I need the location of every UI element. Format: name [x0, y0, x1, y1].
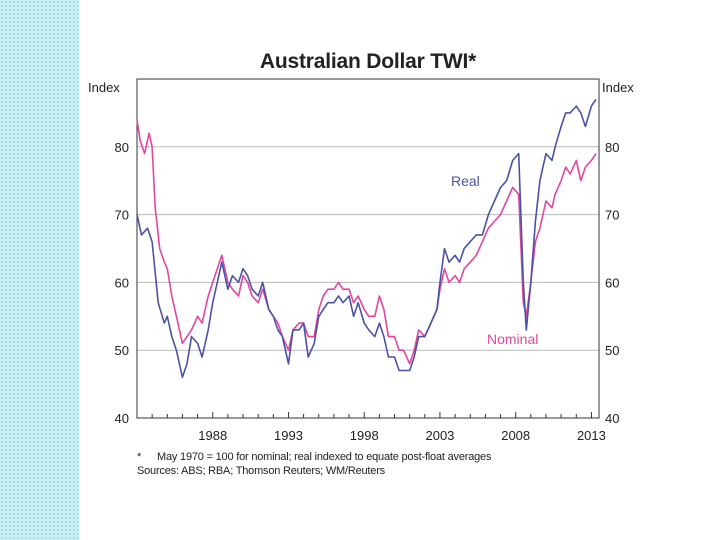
y-tick-label-left-70: 70 [115, 208, 129, 223]
y-tick-label-left-50: 50 [115, 343, 129, 358]
series-line-nominal [136, 119, 597, 365]
footnote: * May 1970 = 100 for nominal; real indexe… [137, 451, 491, 463]
x-tick-label-2008: 2008 [501, 428, 530, 443]
sources-note: Sources: ABS; RBA; Thomson Reuters; WM/R… [137, 465, 385, 477]
x-tick-label-1988: 1988 [198, 428, 227, 443]
y-tick-label-right-50: 50 [605, 343, 619, 358]
y-tick-label-left-40: 40 [115, 411, 129, 426]
x-tick-label-1998: 1998 [350, 428, 379, 443]
left-axis-unit: Index [88, 80, 120, 95]
footnote-text: May 1970 = 100 for nominal; real indexed… [157, 451, 492, 463]
right-axis-unit: Index [602, 80, 634, 95]
x-tick-label-2003: 2003 [425, 428, 454, 443]
series-annotation-real: Real [451, 173, 480, 189]
footnote-star: * [137, 451, 142, 463]
x-tick-label-1993: 1993 [274, 428, 303, 443]
decorative-side-strip [0, 0, 79, 540]
y-tick-label-left-60: 60 [115, 275, 129, 290]
series-annotation-nominal: Nominal [487, 331, 538, 347]
plot-frame [136, 78, 600, 419]
y-tick-label-right-70: 70 [605, 208, 619, 223]
y-tick-label-left-80: 80 [115, 140, 129, 155]
series-line-real [136, 98, 597, 379]
y-tick-label-right-40: 40 [605, 411, 619, 426]
x-tick-label-2013: 2013 [577, 428, 606, 443]
y-tick-label-right-60: 60 [605, 275, 619, 290]
y-tick-label-right-80: 80 [605, 140, 619, 155]
chart-title: Australian Dollar TWI* [259, 50, 477, 73]
